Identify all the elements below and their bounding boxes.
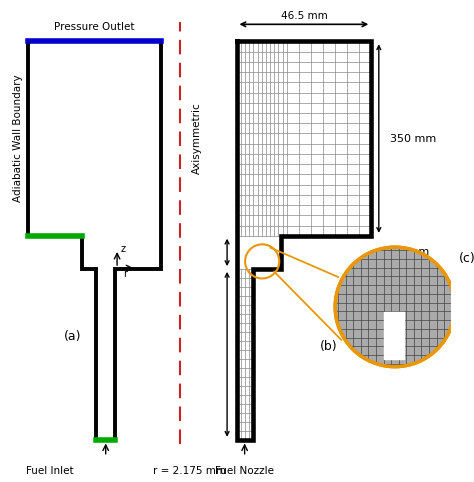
Text: r: r (123, 268, 127, 279)
Text: (b): (b) (320, 340, 337, 353)
Text: Pressure Outlet: Pressure Outlet (54, 22, 135, 32)
Text: Fuel Inlet: Fuel Inlet (27, 466, 74, 476)
Text: Adiabatic Wall Boundary: Adiabatic Wall Boundary (13, 75, 23, 202)
Text: z: z (121, 244, 126, 254)
Text: 60 mm: 60 mm (390, 349, 429, 360)
Text: Axisymmetric: Axisymmetric (192, 103, 202, 174)
Text: 10 mm: 10 mm (390, 247, 429, 257)
Text: 46.5 mm: 46.5 mm (281, 11, 327, 21)
Text: (a): (a) (64, 330, 81, 343)
Text: (c): (c) (458, 252, 474, 265)
Text: Fuel Nozzle: Fuel Nozzle (215, 466, 274, 476)
Polygon shape (383, 312, 404, 359)
Text: 350 mm: 350 mm (390, 134, 437, 144)
Text: r = 2.175 mm: r = 2.175 mm (153, 466, 226, 476)
Ellipse shape (335, 247, 455, 367)
